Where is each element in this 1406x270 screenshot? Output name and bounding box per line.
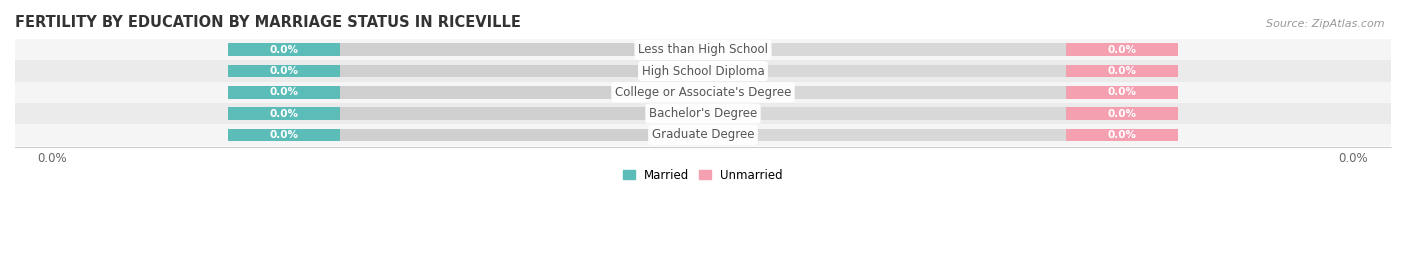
Bar	[228, 65, 703, 77]
Text: Less than High School: Less than High School	[638, 43, 768, 56]
Bar	[1066, 107, 1178, 120]
Text: High School Diploma: High School Diploma	[641, 65, 765, 77]
Text: 0.0%: 0.0%	[1108, 109, 1136, 119]
Bar	[703, 86, 1178, 99]
Text: Bachelor's Degree: Bachelor's Degree	[650, 107, 756, 120]
Text: 0.0%: 0.0%	[1108, 66, 1136, 76]
Text: 0.0%: 0.0%	[270, 109, 298, 119]
Text: 0.0%: 0.0%	[1108, 87, 1136, 97]
Bar	[228, 129, 703, 141]
Bar	[1066, 129, 1178, 141]
Bar	[15, 82, 1391, 103]
Text: 0.0%: 0.0%	[270, 66, 298, 76]
Text: FERTILITY BY EDUCATION BY MARRIAGE STATUS IN RICEVILLE: FERTILITY BY EDUCATION BY MARRIAGE STATU…	[15, 15, 520, 30]
Bar	[228, 107, 340, 120]
Text: 0.0%: 0.0%	[270, 87, 298, 97]
Bar	[703, 129, 1178, 141]
Bar	[15, 124, 1391, 146]
Bar	[228, 129, 340, 141]
Text: 0.0%: 0.0%	[270, 45, 298, 55]
Text: 0.0%: 0.0%	[1108, 45, 1136, 55]
Bar	[1066, 43, 1178, 56]
Text: 0.0%: 0.0%	[1108, 130, 1136, 140]
Text: College or Associate's Degree: College or Associate's Degree	[614, 86, 792, 99]
Bar	[228, 43, 340, 56]
Text: Source: ZipAtlas.com: Source: ZipAtlas.com	[1267, 19, 1385, 29]
Bar	[1066, 65, 1178, 77]
Bar	[703, 43, 1178, 56]
Bar	[703, 65, 1178, 77]
Bar	[15, 39, 1391, 60]
Text: 0.0%: 0.0%	[270, 130, 298, 140]
Legend: Married, Unmarried: Married, Unmarried	[619, 164, 787, 186]
Bar	[228, 86, 340, 99]
Bar	[15, 103, 1391, 124]
Bar	[228, 107, 703, 120]
Bar	[228, 86, 703, 99]
Bar	[228, 65, 340, 77]
Bar	[228, 43, 703, 56]
Bar	[15, 60, 1391, 82]
Bar	[703, 107, 1178, 120]
Text: Graduate Degree: Graduate Degree	[652, 129, 754, 141]
Bar	[1066, 86, 1178, 99]
